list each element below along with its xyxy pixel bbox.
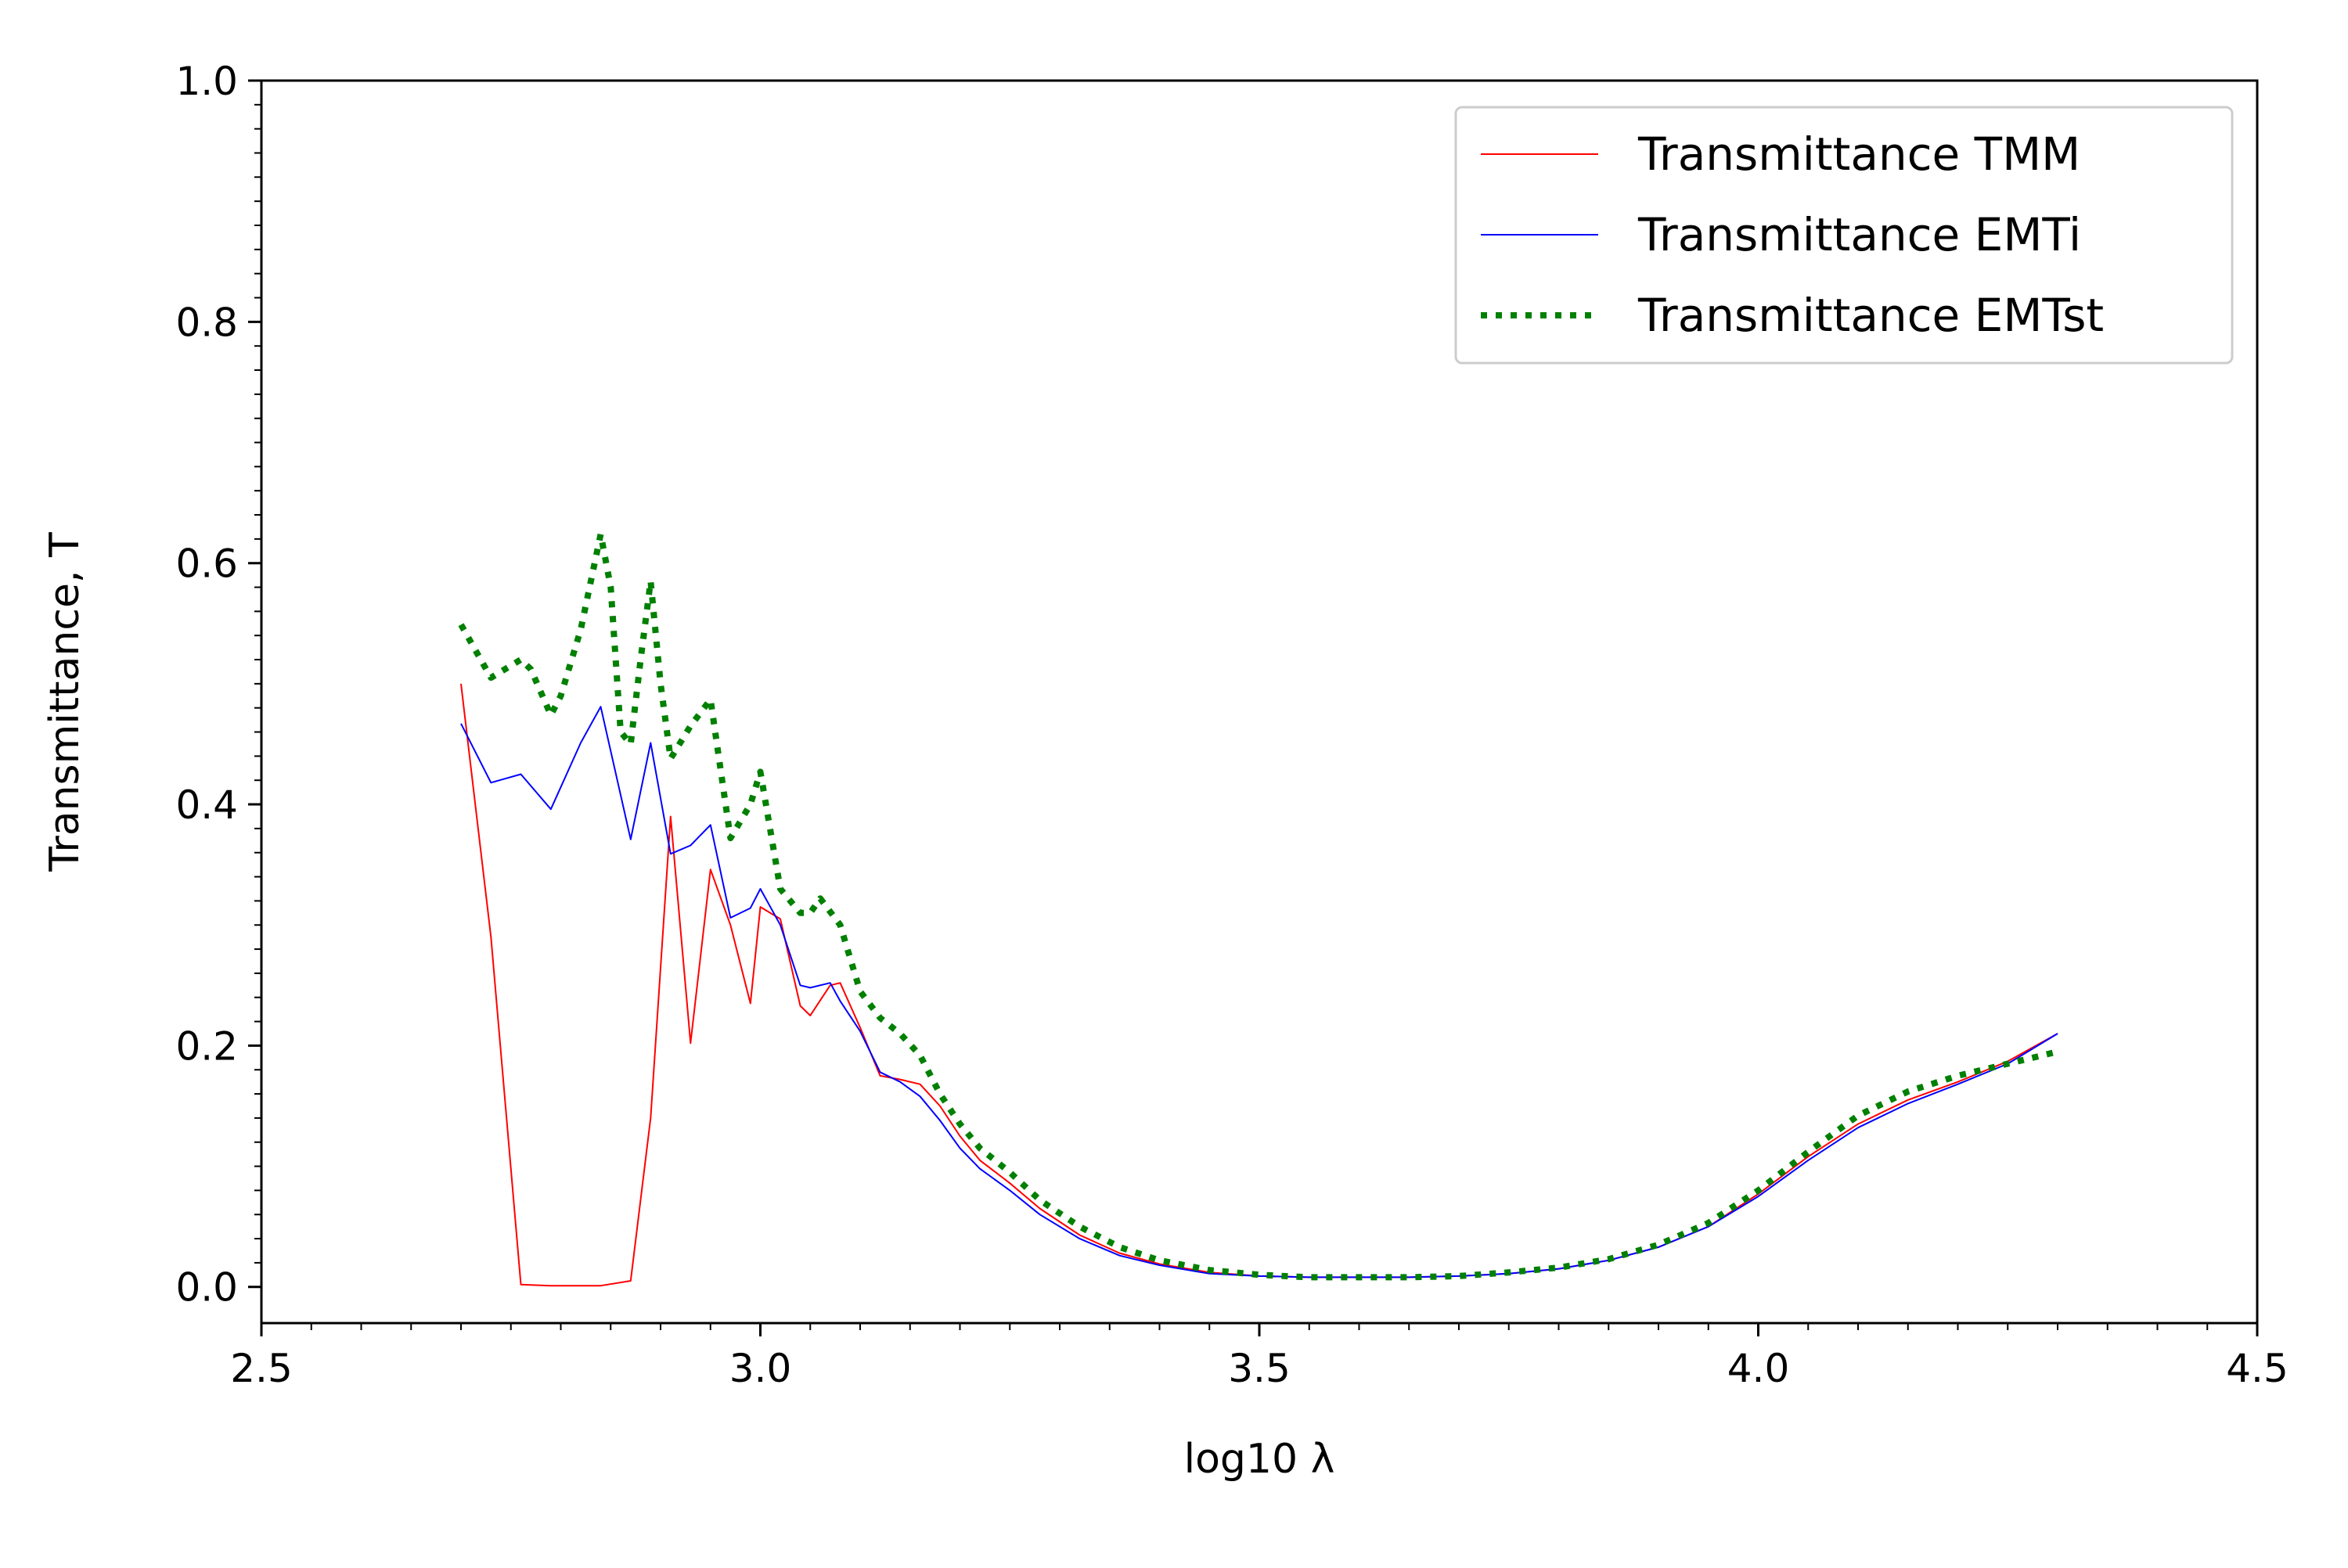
legend-items: Transmittance TMM Transmittance EMTi Trans… [1481, 128, 2104, 342]
x-tick-label: 4.0 [1727, 1346, 1790, 1391]
ticks-layer: 2.5 3.0 3.5 4.0 4.5 0.0 0.2 0.4 0.6 0.8 1.0 [175, 59, 2288, 1391]
series-line-2 [460, 706, 2058, 1278]
x-tick-label: 4.5 [2226, 1346, 2289, 1391]
legend-label-2: Transmittance EMTi [1637, 208, 2081, 261]
x-tick-label: 3.0 [729, 1346, 792, 1391]
y-tick-label: 0.4 [175, 782, 238, 828]
y-tick-label: 0.0 [175, 1265, 238, 1311]
series-layer [458, 530, 2058, 1287]
legend: Transmittance TMM Transmittance EMTi Trans… [1454, 106, 2234, 365]
series-line-3 [458, 530, 2058, 1281]
y-tick-label: 0.6 [175, 541, 238, 587]
x-axis-label: log10 λ [1184, 1436, 1335, 1483]
y-tick-label: 0.8 [175, 300, 238, 345]
y-axis-label: Transmittance, T [41, 532, 88, 872]
legend-box [1454, 106, 2234, 365]
legend-label-1: Transmittance TMM [1637, 128, 2080, 181]
y-tick-label: 0.2 [175, 1023, 238, 1069]
y-tick-label: 1.0 [175, 59, 238, 104]
x-tick-label: 2.5 [230, 1346, 293, 1391]
legend-label-3: Transmittance EMTst [1637, 289, 2104, 342]
x-tick-label: 3.5 [1228, 1346, 1291, 1391]
